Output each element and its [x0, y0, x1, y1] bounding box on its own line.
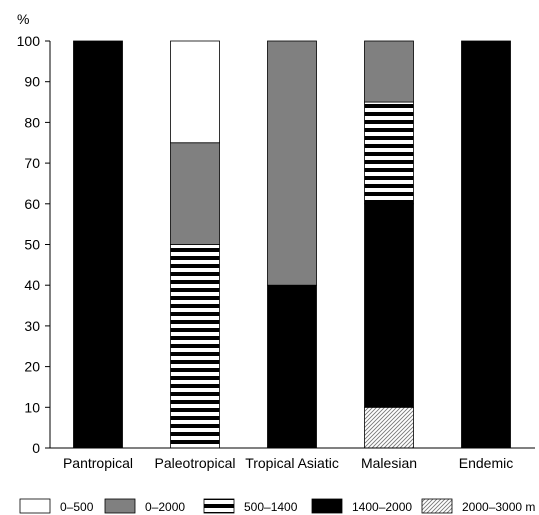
y-tick-label: 0 [32, 440, 40, 456]
plot-area [74, 41, 511, 448]
y-tick-label: 90 [24, 74, 40, 90]
x-tick-label-pantropical: Pantropical [63, 455, 133, 471]
y-tick-label: 20 [24, 359, 40, 375]
bar-segment-tropical-asiatic-1400-2000 [268, 285, 317, 448]
x-tick-label-tropical-asiatic: Tropical Asiatic [245, 455, 339, 471]
y-tick-label: 50 [24, 237, 40, 253]
legend-label-2000-3000-m: 2000–3000 m [462, 500, 535, 514]
y-tick-label: 30 [24, 318, 40, 334]
bar-segment-malesian-2000-3000-m [365, 407, 414, 448]
y-tick-label: 80 [24, 114, 40, 130]
bar-segment-paleotropical-0-500 [171, 41, 220, 143]
bar-segment-malesian-1400-2000 [365, 204, 414, 407]
x-tick-label-malesian: Malesian [361, 455, 417, 471]
legend-swatch-500-1400 [204, 499, 234, 513]
x-axis: Pantropical Paleotropical Tropical Asiatic… [50, 448, 535, 471]
y-tick-label: 100 [17, 33, 41, 49]
y-tick-label: 60 [24, 196, 40, 212]
bar-segment-endemic-1400-2000 [462, 41, 511, 448]
legend-swatch-2000-3000-m [422, 499, 452, 513]
legend-swatch-0-500 [20, 499, 50, 513]
legend: 0–500 0–2000 500–1400 1400–2000 2000–3000 m [20, 499, 535, 514]
y-unit-label: % [17, 11, 29, 27]
x-tick-label-paleotropical: Paleotropical [155, 455, 236, 471]
bar-segment-paleotropical-500-1400 [171, 245, 220, 449]
bar-segment-malesian-500-1400 [365, 102, 414, 204]
legend-label-0-500: 0–500 [60, 500, 94, 514]
bar-segment-paleotropical-0-2000 [171, 143, 220, 245]
legend-label-0-2000: 0–2000 [145, 500, 185, 514]
y-tick-label: 40 [24, 277, 40, 293]
y-tick-label: 10 [24, 399, 40, 415]
y-axis: 0 10 20 30 40 50 60 70 80 90 100 [17, 33, 50, 456]
x-tick-label-endemic: Endemic [459, 455, 513, 471]
bar-segment-tropical-asiatic-0-2000 [268, 41, 317, 285]
bar-segment-pantropical-1400-2000 [74, 41, 123, 448]
legend-label-1400-2000: 1400–2000 [352, 500, 412, 514]
y-tick-label: 70 [24, 155, 40, 171]
legend-swatch-0-2000 [105, 499, 135, 513]
bar-segment-malesian-0-2000 [365, 41, 414, 102]
legend-label-500-1400: 500–1400 [244, 500, 298, 514]
legend-swatch-1400-2000 [312, 499, 342, 513]
